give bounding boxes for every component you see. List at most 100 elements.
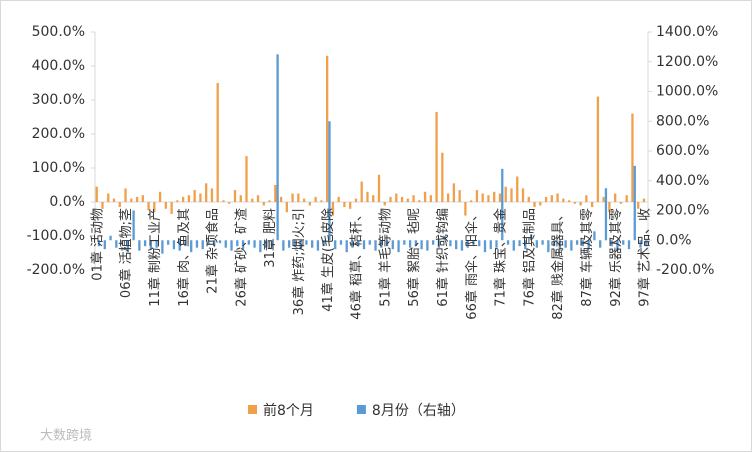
bar	[541, 240, 544, 245]
bar	[285, 202, 288, 213]
bar	[268, 200, 271, 202]
bar	[360, 181, 363, 202]
bar	[564, 240, 567, 248]
bar	[172, 240, 176, 250]
bar	[610, 240, 613, 247]
bar	[314, 196, 317, 202]
x-tick-label: 66章 雨伞、阳伞、	[464, 208, 480, 320]
bar	[187, 195, 191, 202]
bar	[311, 240, 314, 248]
bar	[602, 196, 605, 202]
bar	[262, 202, 265, 206]
bar	[366, 191, 369, 202]
bar	[504, 186, 507, 202]
bar	[431, 240, 435, 245]
bar	[596, 96, 600, 202]
bar	[604, 188, 608, 241]
x-tick-label: 92章 乐器及其零	[608, 208, 624, 307]
bar	[149, 240, 153, 250]
y-tick-label: 500.0%	[32, 24, 85, 40]
bar	[302, 198, 306, 202]
bar	[328, 121, 331, 241]
bar	[176, 200, 179, 202]
bar	[213, 240, 216, 247]
bar	[489, 240, 492, 250]
y-tick-label: -200.0%	[27, 262, 85, 278]
bar	[501, 168, 504, 241]
bar	[305, 240, 308, 245]
bar	[322, 240, 325, 247]
x-tick-label: 36章 炸药;烟火;引	[291, 208, 307, 315]
bar	[337, 196, 340, 202]
bar	[282, 240, 285, 251]
bar	[259, 240, 262, 253]
y2-tick-label: 0.0%	[656, 232, 692, 248]
bar	[435, 111, 438, 202]
y-tick-label: 300.0%	[32, 92, 85, 108]
bar	[475, 190, 479, 202]
bar	[164, 202, 168, 209]
bar	[362, 240, 366, 250]
legend-swatch	[356, 405, 366, 414]
bar	[443, 235, 446, 241]
bar	[308, 202, 312, 206]
bar	[372, 195, 375, 202]
bar	[470, 200, 473, 202]
bar	[631, 113, 634, 202]
bar	[207, 240, 210, 245]
bar	[297, 193, 300, 202]
bar	[529, 234, 533, 241]
bar	[339, 240, 343, 245]
bar	[587, 240, 590, 250]
y-tick-label: 0.0%	[49, 194, 85, 210]
bar	[493, 191, 496, 202]
bar	[138, 240, 141, 251]
bar	[552, 240, 556, 247]
bar	[161, 240, 164, 254]
bar	[224, 240, 227, 248]
bar	[245, 156, 248, 202]
bar	[599, 240, 602, 248]
bar	[614, 193, 617, 202]
bar	[325, 55, 329, 202]
y2-tick-label: 600.0%	[656, 143, 709, 159]
bar	[195, 240, 199, 248]
legend-label: 8月份（右轴）	[372, 403, 465, 419]
bar	[218, 240, 222, 244]
y-tick-label: 400.0%	[32, 58, 85, 74]
bar	[97, 240, 101, 247]
bar	[184, 240, 187, 247]
bar	[408, 240, 412, 248]
bar	[103, 240, 106, 250]
bar	[230, 240, 233, 251]
bar	[441, 152, 444, 202]
bar	[590, 202, 594, 208]
bar	[556, 193, 559, 202]
bar	[216, 83, 219, 202]
bar	[593, 231, 596, 241]
y2-tick-label: 1400.0%	[656, 24, 718, 40]
bar	[581, 240, 585, 247]
bar	[619, 202, 623, 204]
bar	[579, 202, 582, 206]
bar	[210, 188, 214, 202]
bar	[130, 198, 133, 202]
x-tick-label: 71章 珠宝、贵金	[493, 208, 509, 307]
bar	[222, 200, 225, 202]
bar	[205, 183, 208, 202]
bar	[334, 240, 337, 250]
bar	[558, 240, 562, 250]
bar	[167, 240, 170, 245]
bar	[524, 240, 527, 250]
bar	[627, 240, 631, 250]
x-tick-label: 61章 针织或钩编	[435, 208, 451, 307]
x-tick-label: 11章 制粉工业产	[147, 208, 163, 307]
bar	[101, 202, 104, 209]
bar	[395, 193, 398, 202]
x-tick-label: 01章 活动物	[89, 208, 105, 281]
bar	[132, 210, 135, 241]
x-tick-label: 16章 肉、鱼及其	[176, 208, 192, 307]
y2-tick-label: 200.0%	[656, 203, 709, 219]
